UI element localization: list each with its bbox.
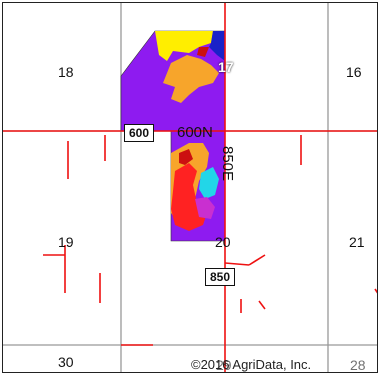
section-label: 16 bbox=[346, 64, 362, 80]
section-label: 19 bbox=[58, 234, 74, 250]
soil-zone-cyan bbox=[199, 167, 219, 199]
section-label: 30 bbox=[58, 354, 74, 370]
road-segment bbox=[248, 254, 266, 266]
section-label: 29 bbox=[216, 357, 232, 373]
road-segment bbox=[374, 288, 377, 294]
road-name-850e: 850E bbox=[219, 146, 236, 182]
road-shield-600: 600 bbox=[124, 124, 155, 142]
soil-zone-red bbox=[171, 163, 207, 231]
soil-zone-darkred-lower bbox=[179, 149, 193, 165]
soil-zone-darkred-top bbox=[197, 47, 209, 57]
road-name-600n: 600N bbox=[177, 124, 213, 141]
section-label: 17 bbox=[218, 59, 234, 75]
soil-zone-yellow bbox=[155, 31, 213, 61]
soil-zone-magenta bbox=[195, 197, 215, 219]
soil-zone-blue bbox=[209, 31, 225, 61]
map-canvas[interactable] bbox=[3, 3, 378, 373]
soil-zone-orange-upper bbox=[163, 55, 219, 103]
road-segment bbox=[224, 262, 250, 266]
section-label: 21 bbox=[349, 234, 365, 250]
road-shield-850: 850 bbox=[205, 268, 236, 286]
map-frame: 18 17 16 19 20 21 30 29 28 600 850 600N … bbox=[2, 2, 378, 373]
section-label: 18 bbox=[58, 64, 74, 80]
road-segment bbox=[258, 300, 266, 310]
field-soil-map bbox=[120, 30, 226, 242]
section-label: 28 bbox=[350, 357, 366, 373]
section-label: 20 bbox=[215, 234, 231, 250]
roads bbox=[3, 3, 377, 372]
copyright-text: ©2016 AgriData, Inc. bbox=[191, 357, 312, 372]
